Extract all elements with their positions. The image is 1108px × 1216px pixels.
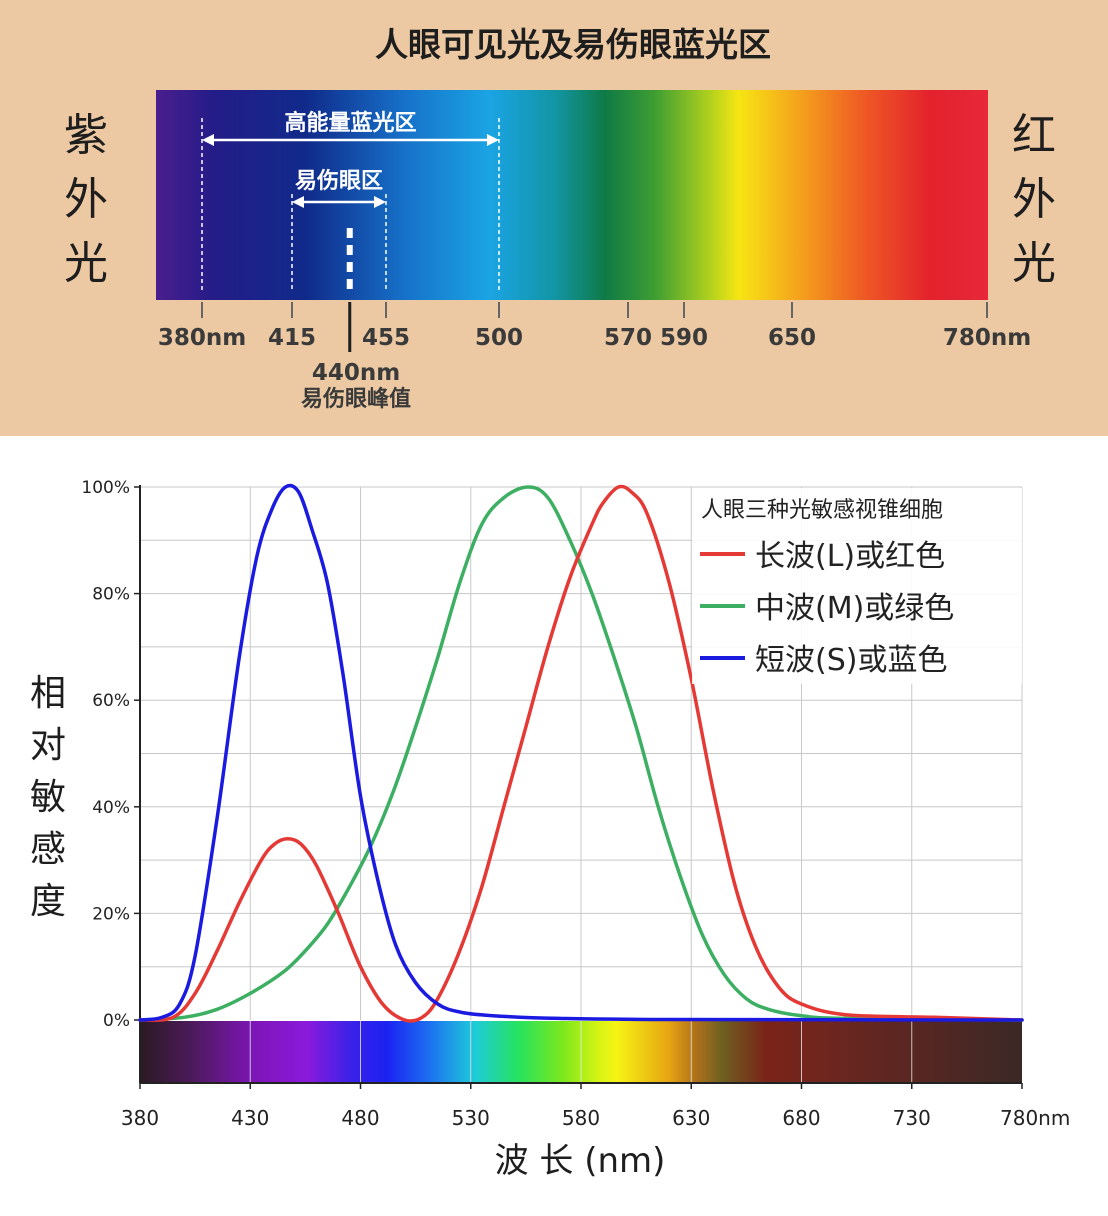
infrared-label-char: 外 bbox=[1012, 174, 1056, 225]
peak-value: 440nm bbox=[312, 360, 400, 386]
high-energy-label: 高能量蓝光区 bbox=[284, 110, 416, 136]
top-tick-label: 650 bbox=[768, 325, 816, 351]
ultraviolet-label-char: 紫 bbox=[64, 110, 108, 161]
sensitivity-chart: 0% 20% 40% 60% 80% 100% 380 430 480 530 580 630 680 7… bbox=[30, 478, 1070, 1181]
top-tick-label: 380nm bbox=[158, 325, 246, 351]
y-axis-title-char: 相 bbox=[30, 673, 66, 714]
x-tick-label: 730 bbox=[893, 1106, 931, 1130]
x-tick-label: 530 bbox=[452, 1106, 490, 1130]
series-line bbox=[138, 485, 1024, 1022]
y-tick-label: 0% bbox=[103, 1011, 130, 1031]
arrow-head-right bbox=[487, 134, 499, 146]
top-tick-label: 590 bbox=[660, 325, 708, 351]
x-axis-title: 波 长 (nm) bbox=[495, 1141, 666, 1181]
y-axis-title-char: 对 bbox=[30, 725, 66, 766]
peak-label: 易伤眼峰值 bbox=[301, 386, 411, 412]
legend-entry: 短波(S)或蓝色 bbox=[755, 643, 947, 678]
legend-title: 人眼三种光敏感视锥细胞 bbox=[701, 498, 943, 523]
spectrum-bar bbox=[156, 90, 988, 300]
top-title: 人眼可见光及易伤眼蓝光区 bbox=[375, 25, 771, 64]
series-line bbox=[138, 484, 1024, 1023]
arrow-head-left bbox=[202, 134, 214, 146]
top-tick-label: 415 bbox=[268, 325, 316, 351]
top-tick-label: 780nm bbox=[943, 325, 1031, 351]
y-axis-title-char: 感 bbox=[30, 829, 66, 870]
y-axis-title-char: 度 bbox=[30, 881, 66, 922]
x-tick-label: 380 bbox=[121, 1106, 159, 1130]
x-tick-label: 580 bbox=[562, 1106, 600, 1130]
legend-entry: 中波(M)或绿色 bbox=[755, 591, 954, 626]
y-tick-label: 100% bbox=[81, 478, 130, 498]
x-tick-label: 480 bbox=[341, 1106, 379, 1130]
x-tick-label: 430 bbox=[231, 1106, 269, 1130]
legend-entry: 长波(L)或红色 bbox=[755, 539, 945, 574]
y-tick-label: 40% bbox=[92, 798, 130, 818]
x-tick-label: 630 bbox=[672, 1106, 710, 1130]
ultraviolet-label-char: 外 bbox=[64, 174, 108, 225]
y-tick-label: 20% bbox=[92, 904, 130, 924]
ultraviolet-label-char: 光 bbox=[64, 238, 108, 289]
infrared-label-char: 红 bbox=[1012, 110, 1056, 161]
top-tick-label: 500 bbox=[475, 325, 523, 351]
top-tick-label: 570 bbox=[604, 325, 652, 351]
harmful-label: 易伤眼区 bbox=[295, 169, 383, 194]
series-line bbox=[138, 483, 1024, 1022]
harmful-arrow bbox=[292, 196, 386, 208]
y-tick-label: 60% bbox=[92, 691, 130, 711]
y-tick-label: 80% bbox=[92, 585, 130, 605]
high-energy-arrow bbox=[202, 134, 499, 146]
x-tick-label: 780nm bbox=[1000, 1106, 1070, 1130]
y-axis-title-char: 敏 bbox=[30, 777, 66, 818]
x-tick-label: 680 bbox=[782, 1106, 820, 1130]
infrared-label-char: 光 bbox=[1012, 238, 1056, 289]
top-tick-label: 455 bbox=[362, 325, 410, 351]
arrow-head-right bbox=[374, 196, 386, 208]
arrow-head-left bbox=[292, 196, 304, 208]
legend-background bbox=[692, 488, 1022, 684]
